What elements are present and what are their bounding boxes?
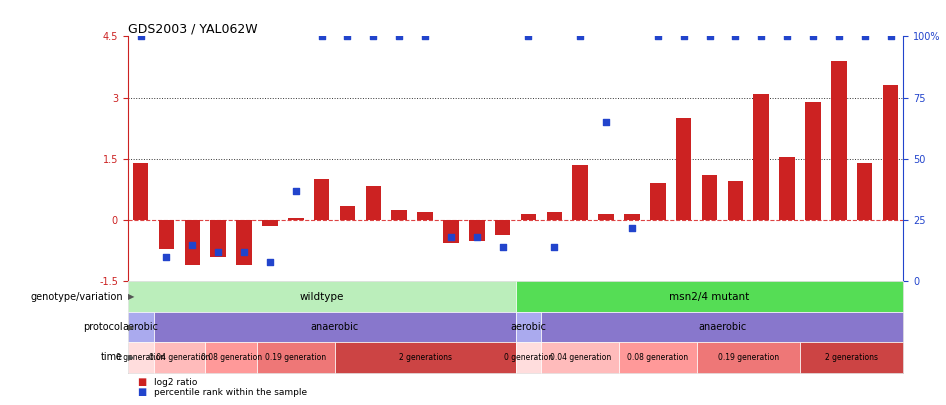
Text: ▶: ▶ — [128, 322, 134, 332]
Bar — [727, 181, 744, 220]
Point — [650, 33, 665, 40]
Text: ▶: ▶ — [128, 292, 134, 301]
Point — [727, 33, 743, 40]
Text: anaerobic: anaerobic — [310, 322, 359, 332]
Text: ■: ■ — [137, 377, 147, 387]
Text: GDS2003 / YAL062W: GDS2003 / YAL062W — [128, 22, 257, 35]
Text: 0.19 generation: 0.19 generation — [718, 353, 779, 362]
Bar — [392, 210, 407, 220]
Text: 0 generation: 0 generation — [116, 353, 166, 362]
Bar — [443, 220, 459, 243]
Bar — [288, 218, 304, 220]
Text: protocol: protocol — [83, 322, 123, 332]
Bar — [702, 175, 717, 220]
Point — [883, 33, 898, 40]
Point — [340, 33, 355, 40]
Point — [262, 259, 277, 265]
Text: wildtype: wildtype — [300, 292, 343, 302]
Point — [547, 244, 562, 250]
Point — [184, 241, 200, 248]
Point — [495, 244, 510, 250]
Point — [417, 33, 432, 40]
Bar — [805, 102, 821, 220]
Point — [676, 33, 692, 40]
Bar — [520, 214, 536, 220]
Point — [211, 249, 226, 255]
Text: msn2/4 mutant: msn2/4 mutant — [670, 292, 749, 302]
Point — [599, 119, 614, 126]
Text: 0.04 generation: 0.04 generation — [550, 353, 611, 362]
Bar — [598, 214, 614, 220]
Point — [805, 33, 820, 40]
Text: anaerobic: anaerobic — [698, 322, 746, 332]
Text: ■: ■ — [137, 387, 147, 397]
Bar — [417, 212, 433, 220]
Text: aerobic: aerobic — [511, 322, 547, 332]
Point — [289, 188, 304, 194]
Bar — [495, 220, 511, 234]
Text: 0.19 generation: 0.19 generation — [265, 353, 326, 362]
Bar — [314, 179, 329, 220]
Bar — [624, 214, 639, 220]
Bar — [883, 85, 899, 220]
Point — [832, 33, 847, 40]
Point — [444, 234, 459, 241]
Text: log2 ratio: log2 ratio — [154, 378, 198, 387]
Point — [236, 249, 252, 255]
Bar — [650, 183, 666, 220]
Bar — [831, 61, 847, 220]
Point — [521, 33, 536, 40]
Bar — [340, 206, 356, 220]
Point — [366, 33, 381, 40]
Bar — [857, 163, 872, 220]
Bar — [184, 220, 201, 265]
Text: 2 generations: 2 generations — [825, 353, 878, 362]
Bar — [572, 165, 588, 220]
Point — [780, 33, 795, 40]
Point — [133, 33, 149, 40]
Text: 0.08 generation: 0.08 generation — [627, 353, 689, 362]
Point — [392, 33, 407, 40]
Point — [754, 33, 769, 40]
Bar — [547, 212, 562, 220]
Bar — [236, 220, 252, 265]
Point — [314, 33, 329, 40]
Point — [857, 33, 872, 40]
Point — [159, 254, 174, 260]
Text: time: time — [101, 352, 123, 362]
Text: 0.04 generation: 0.04 generation — [149, 353, 210, 362]
Bar — [469, 220, 484, 241]
Bar — [159, 220, 174, 249]
Bar — [365, 185, 381, 220]
Text: 0.08 generation: 0.08 generation — [201, 353, 262, 362]
Text: ▶: ▶ — [128, 353, 134, 362]
Text: 2 generations: 2 generations — [398, 353, 451, 362]
Point — [572, 33, 587, 40]
Bar — [675, 118, 692, 220]
Bar — [780, 157, 795, 220]
Text: genotype/variation: genotype/variation — [30, 292, 123, 302]
Text: aerobic: aerobic — [123, 322, 159, 332]
Point — [469, 234, 484, 241]
Bar — [132, 163, 149, 220]
Text: percentile rank within the sample: percentile rank within the sample — [154, 388, 307, 397]
Point — [702, 33, 717, 40]
Point — [624, 224, 639, 231]
Bar — [262, 220, 278, 226]
Bar — [753, 94, 769, 220]
Text: 0 generation: 0 generation — [504, 353, 553, 362]
Bar — [210, 220, 226, 257]
